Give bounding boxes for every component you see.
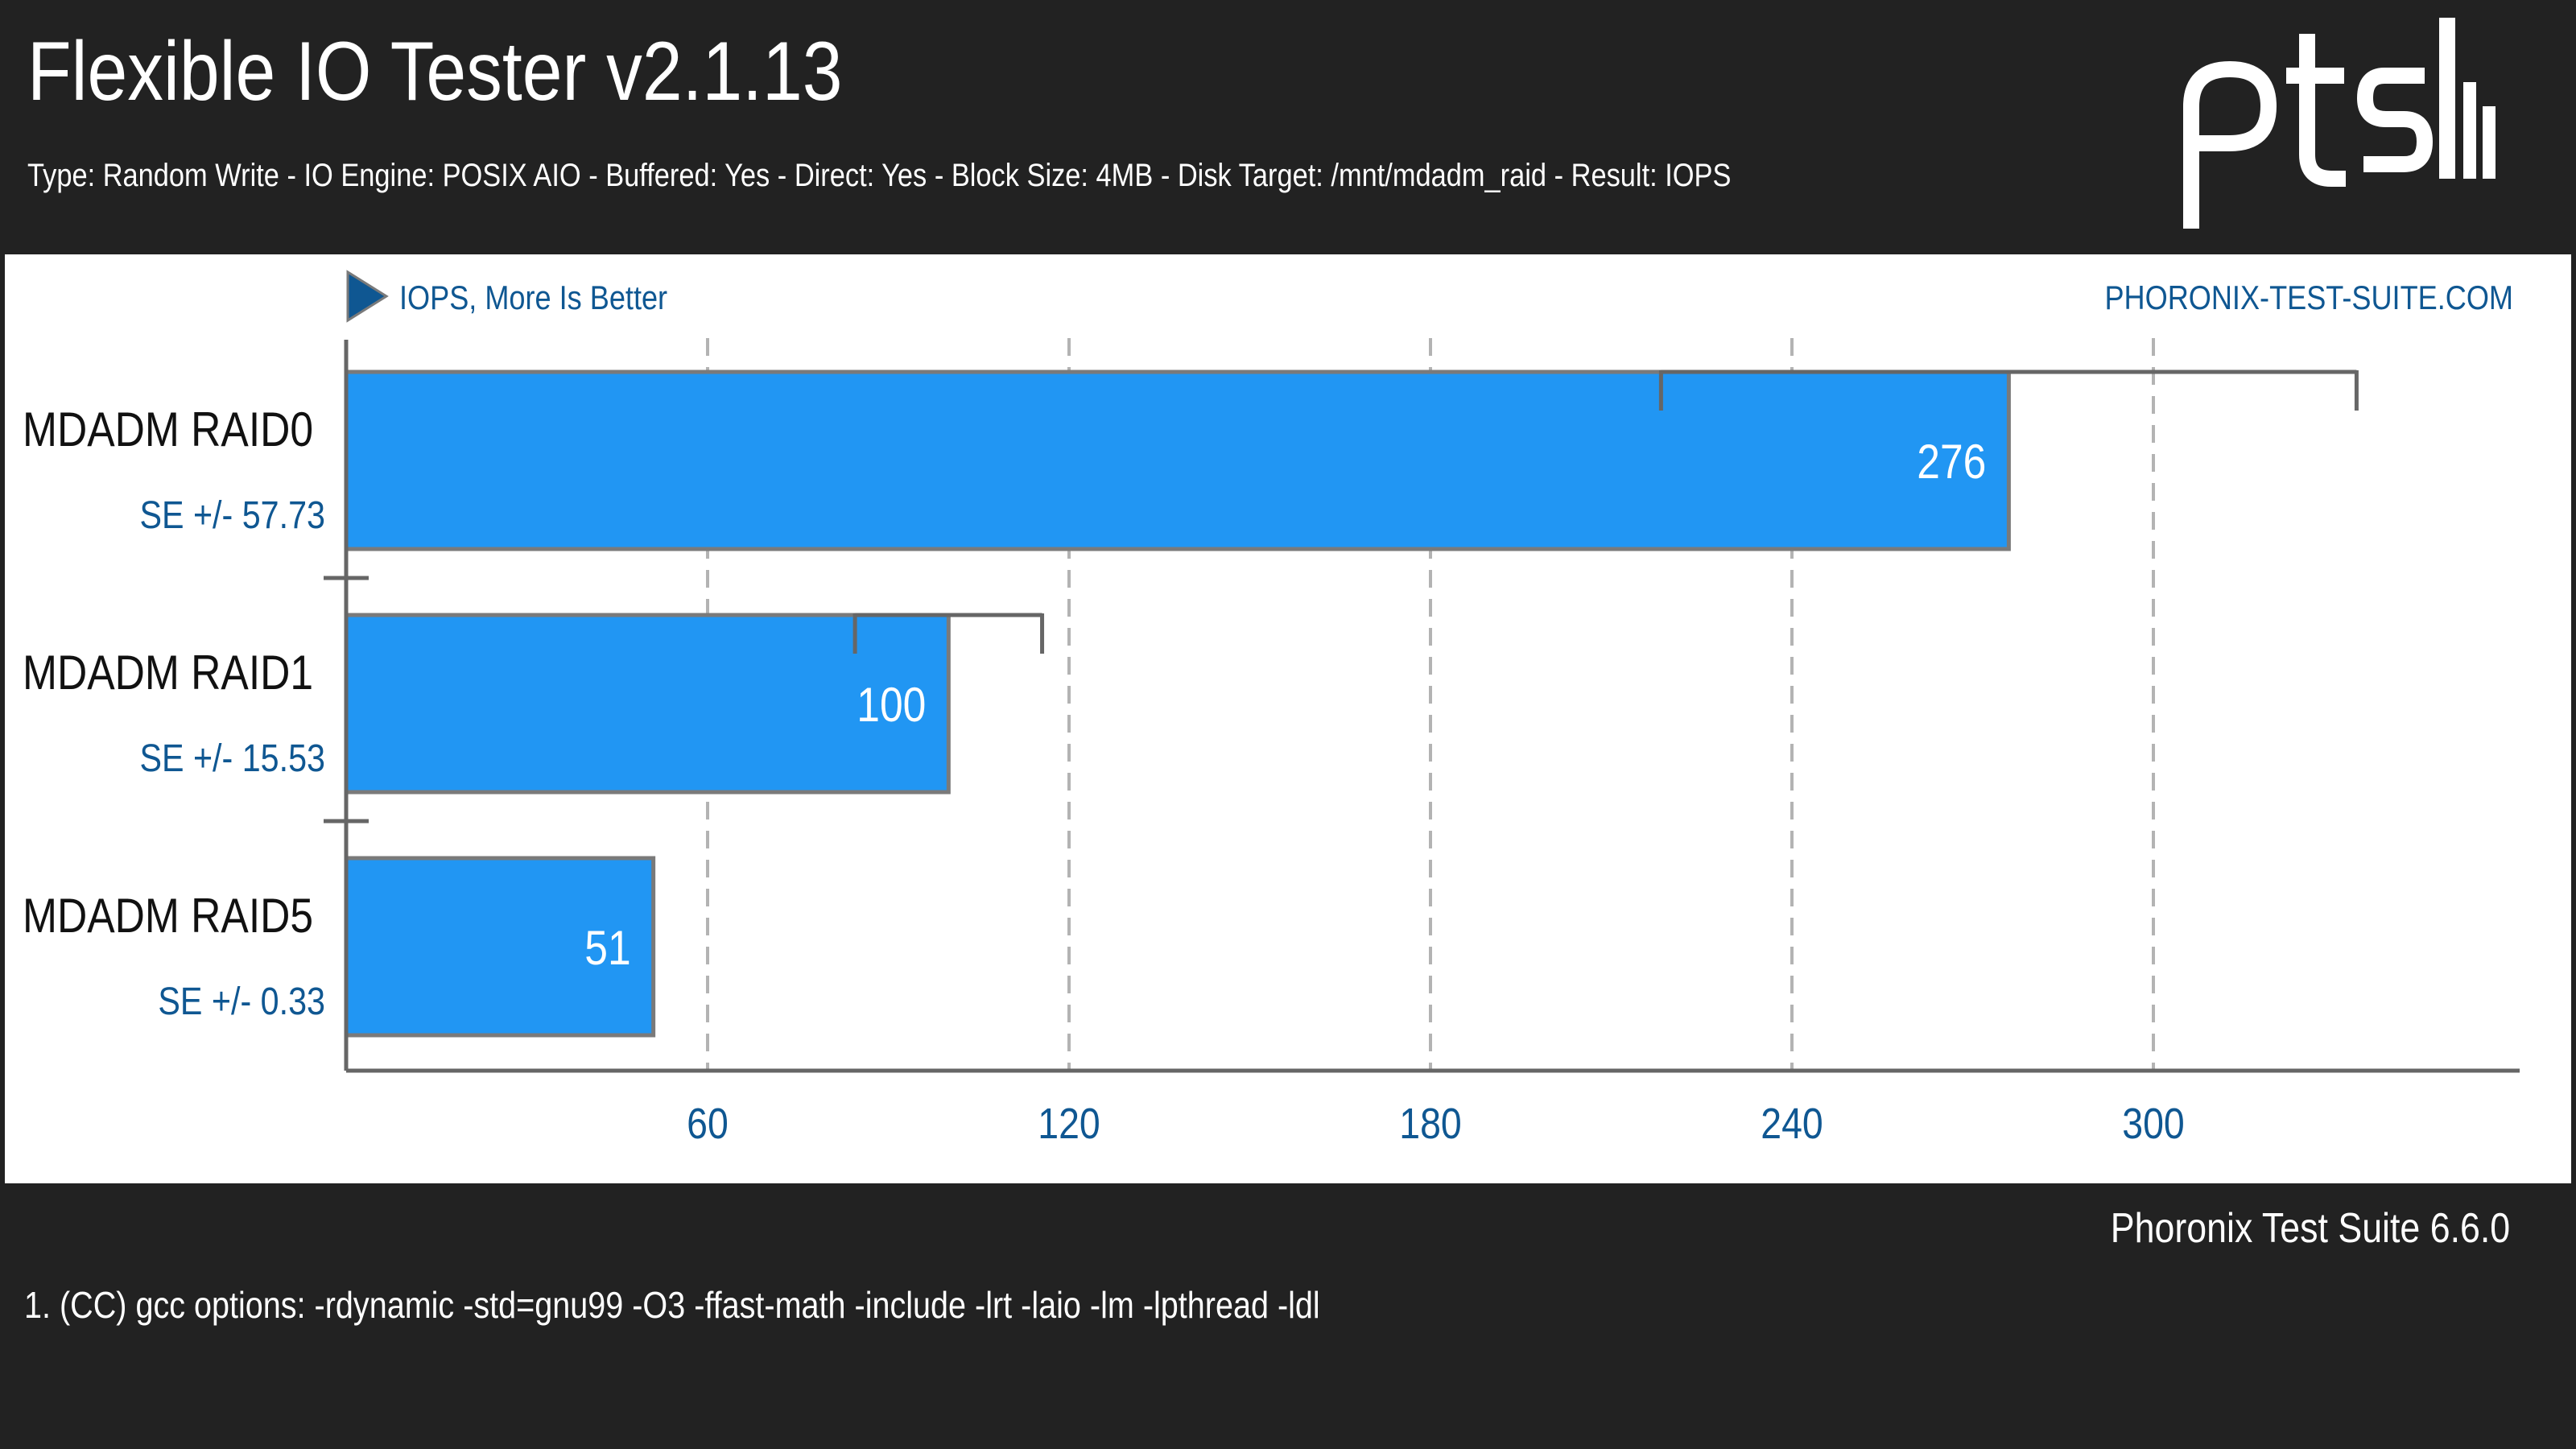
chart-header: Flexible IO Tester v2.1.13 Type: Random … [0,0,2576,250]
metric-arrow-icon [346,270,389,323]
error-bar-2 [852,613,1045,654]
axes [324,340,2520,1073]
bar-value-label-2: 100 [857,677,926,732]
error-bar-1 [1658,369,2359,411]
metric-label: IOPS, More Is Better [399,280,667,317]
x-tick-label-180: 180 [1399,1099,1461,1148]
chart-panel: 60 120 180 240 300 276 MDADM RAID0 SE +/- 57.73… [5,254,2571,1183]
suite-version: Phoronix Test Suite 6.6.0 [2110,1205,2510,1252]
plot-header: IOPS, More Is Better PHORONIX-TEST-SUITE… [346,270,2513,323]
x-tick-label-240: 240 [1761,1099,1823,1148]
chart-title: Flexible IO Tester v2.1.13 [27,25,843,118]
error-bars [852,369,2359,654]
bar-2 [344,613,951,795]
category-label-3: MDADM RAID5 [23,888,313,943]
bar-value-label-3: 51 [584,920,630,975]
bar-1 [344,369,2011,551]
x-tick-label-120: 120 [1038,1099,1100,1148]
se-label-1: SE +/- 57.73 [139,493,325,537]
chart-subtitle: Type: Random Write - IO Engine: POSIX AI… [27,158,1732,193]
labels: 60 120 180 240 300 276 MDADM RAID0 SE +/- 57.73… [23,402,2185,1147]
se-label-3: SE +/- 0.33 [158,980,325,1023]
chart-plot: 60 120 180 240 300 276 MDADM RAID0 SE +/- 57.73… [23,270,2520,1148]
se-label-2: SE +/- 15.53 [139,737,325,780]
bars [344,369,2011,1038]
watermark: PHORONIX-TEST-SUITE.COM [2104,280,2513,317]
bar-3 [344,856,656,1038]
x-tick-label-60: 60 [687,1099,729,1148]
category-label-1: MDADM RAID0 [23,402,313,456]
category-label-2: MDADM RAID1 [23,645,313,700]
compiler-footnote: 1. (CC) gcc options: -rdynamic -std=gnu9… [24,1284,1320,1326]
pts-logo-icon [2183,18,2496,229]
x-tick-label-300: 300 [2122,1099,2184,1148]
bar-value-label-1: 276 [1917,434,1986,489]
